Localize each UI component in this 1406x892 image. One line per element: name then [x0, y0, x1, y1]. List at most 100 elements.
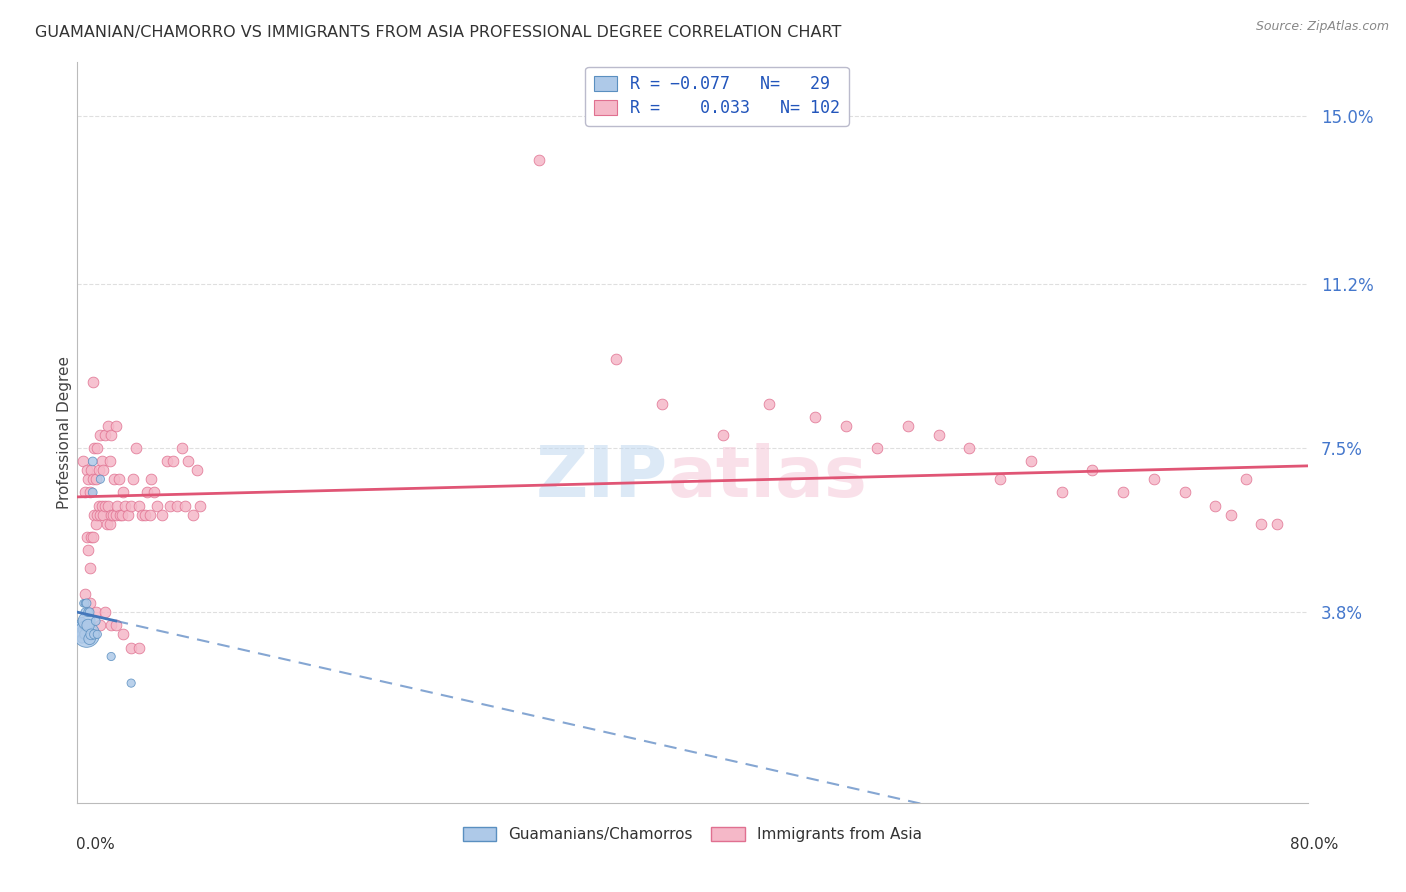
Point	[76, 530, 98, 544]
Point	[988, 472, 1011, 486]
Point	[804, 410, 827, 425]
Text: atlas: atlas	[668, 442, 868, 511]
Text: GUAMANIAN/CHAMORRO VS IMMIGRANTS FROM ASIA PROFESSIONAL DEGREE CORRELATION CHART: GUAMANIAN/CHAMORRO VS IMMIGRANTS FROM AS…	[35, 25, 842, 40]
Point	[100, 649, 122, 664]
Point	[112, 485, 135, 500]
Point	[120, 499, 142, 513]
Point	[104, 508, 127, 522]
Point	[111, 508, 134, 522]
Point	[83, 627, 105, 641]
Point	[181, 508, 204, 522]
Point	[141, 472, 163, 486]
Point	[76, 627, 98, 641]
Point	[79, 632, 101, 646]
Point	[82, 530, 104, 544]
Text: ZIP: ZIP	[536, 442, 668, 511]
Point	[80, 530, 103, 544]
Point	[80, 463, 103, 477]
Point	[76, 596, 98, 610]
Point	[1234, 472, 1257, 486]
Point	[1081, 463, 1104, 477]
Point	[928, 427, 950, 442]
Point	[1219, 508, 1241, 522]
Point	[110, 508, 132, 522]
Point	[73, 618, 96, 632]
Point	[108, 472, 131, 486]
Point	[100, 508, 122, 522]
Point	[80, 627, 103, 641]
Point	[104, 419, 127, 434]
Point	[72, 627, 94, 641]
Point	[1174, 485, 1197, 500]
Point	[120, 640, 142, 655]
Point	[138, 508, 160, 522]
Point	[174, 499, 197, 513]
Point	[135, 485, 157, 500]
Point	[1265, 516, 1288, 531]
Point	[758, 397, 780, 411]
Point	[90, 454, 114, 468]
Point	[188, 499, 212, 513]
Point	[96, 516, 118, 531]
Point	[84, 614, 107, 628]
Point	[114, 499, 136, 513]
Point	[79, 596, 101, 610]
Point	[835, 419, 858, 434]
Point	[86, 441, 108, 455]
Point	[70, 623, 93, 637]
Point	[605, 352, 627, 367]
Point	[957, 441, 980, 455]
Point	[94, 605, 117, 619]
Point	[711, 427, 734, 442]
Point	[67, 618, 90, 632]
Point	[79, 561, 101, 575]
Point	[76, 463, 98, 477]
Point	[73, 605, 96, 619]
Point	[76, 614, 98, 628]
Point	[72, 618, 94, 632]
Point	[84, 472, 107, 486]
Point	[527, 153, 550, 167]
Point	[162, 454, 184, 468]
Point	[89, 618, 111, 632]
Text: Source: ZipAtlas.com: Source: ZipAtlas.com	[1256, 20, 1389, 33]
Point	[866, 441, 889, 455]
Point	[897, 419, 920, 434]
Point	[82, 375, 104, 389]
Point	[155, 454, 177, 468]
Point	[87, 499, 110, 513]
Point	[1050, 485, 1073, 500]
Point	[1143, 472, 1166, 486]
Point	[83, 508, 105, 522]
Point	[125, 441, 148, 455]
Point	[186, 463, 208, 477]
Point	[93, 508, 115, 522]
Point	[128, 640, 150, 655]
Point	[131, 508, 153, 522]
Point	[70, 614, 93, 628]
Point	[100, 618, 122, 632]
Point	[117, 508, 139, 522]
Point	[89, 427, 111, 442]
Point	[101, 508, 124, 522]
Point	[1019, 454, 1042, 468]
Point	[86, 627, 108, 641]
Point	[159, 499, 181, 513]
Point	[86, 508, 108, 522]
Y-axis label: Professional Degree: Professional Degree	[56, 356, 72, 509]
Point	[94, 427, 117, 442]
Point	[170, 441, 193, 455]
Point	[82, 454, 104, 468]
Point	[72, 596, 94, 610]
Point	[73, 587, 96, 601]
Point	[94, 499, 117, 513]
Point	[84, 516, 107, 531]
Point	[97, 499, 120, 513]
Point	[651, 397, 673, 411]
Point	[112, 627, 135, 641]
Point	[87, 463, 110, 477]
Point	[103, 472, 125, 486]
Point	[121, 472, 143, 486]
Point	[77, 618, 100, 632]
Point	[98, 454, 121, 468]
